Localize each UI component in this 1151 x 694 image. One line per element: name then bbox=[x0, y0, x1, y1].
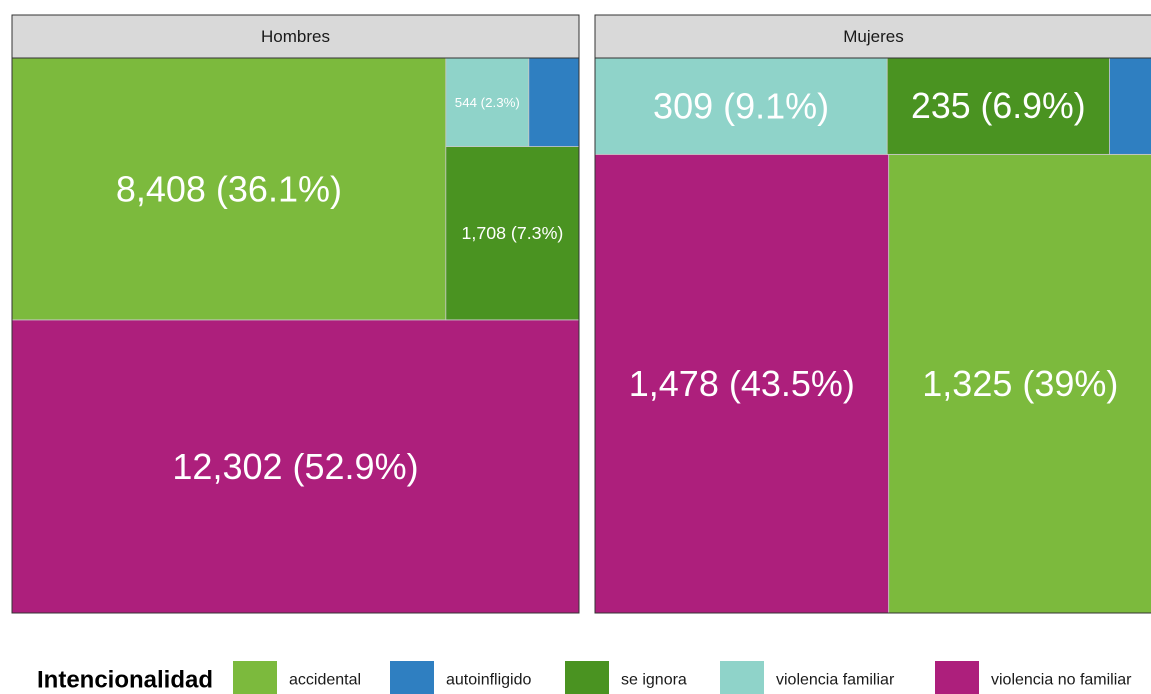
legend-key bbox=[720, 661, 764, 694]
panel-border bbox=[11, 57, 580, 614]
tile-label: 1,708 (7.3%) bbox=[462, 223, 564, 243]
tile-label: 8,408 (36.1%) bbox=[116, 168, 342, 209]
tile bbox=[11, 319, 580, 614]
tile-label: 1,325 (39%) bbox=[922, 363, 1118, 404]
legend-key bbox=[233, 661, 277, 694]
tile-label: 1,478 (43.5%) bbox=[629, 363, 855, 404]
legend-key bbox=[935, 661, 979, 694]
legend-title: Intencionalidad bbox=[37, 667, 213, 694]
panel-header bbox=[11, 14, 580, 59]
tile bbox=[886, 57, 1110, 155]
legend-label: se ignora bbox=[621, 672, 687, 689]
legend-label: autoinfligido bbox=[446, 672, 532, 689]
tile-label: 544 (2.3%) bbox=[455, 95, 520, 110]
panel-title: Mujeres bbox=[843, 27, 903, 46]
tile bbox=[445, 57, 530, 147]
tile bbox=[528, 57, 580, 147]
tile-label: 235 (6.9%) bbox=[911, 86, 1086, 126]
legend-label: accidental bbox=[289, 672, 361, 689]
panel-border bbox=[594, 57, 1151, 614]
tile bbox=[594, 153, 890, 614]
legend-key bbox=[565, 661, 609, 694]
tile bbox=[888, 153, 1151, 614]
tile bbox=[1109, 57, 1151, 155]
legend-label: violencia familiar bbox=[776, 672, 895, 689]
legend-key bbox=[390, 661, 434, 694]
tile bbox=[445, 146, 580, 321]
legend-label: violencia no familiar bbox=[991, 672, 1132, 689]
panel-title: Hombres bbox=[261, 27, 330, 46]
tile-label: 12,302 (52.9%) bbox=[172, 446, 418, 487]
panel-header bbox=[594, 14, 1151, 59]
tile-label: 309 (9.1%) bbox=[653, 86, 829, 127]
